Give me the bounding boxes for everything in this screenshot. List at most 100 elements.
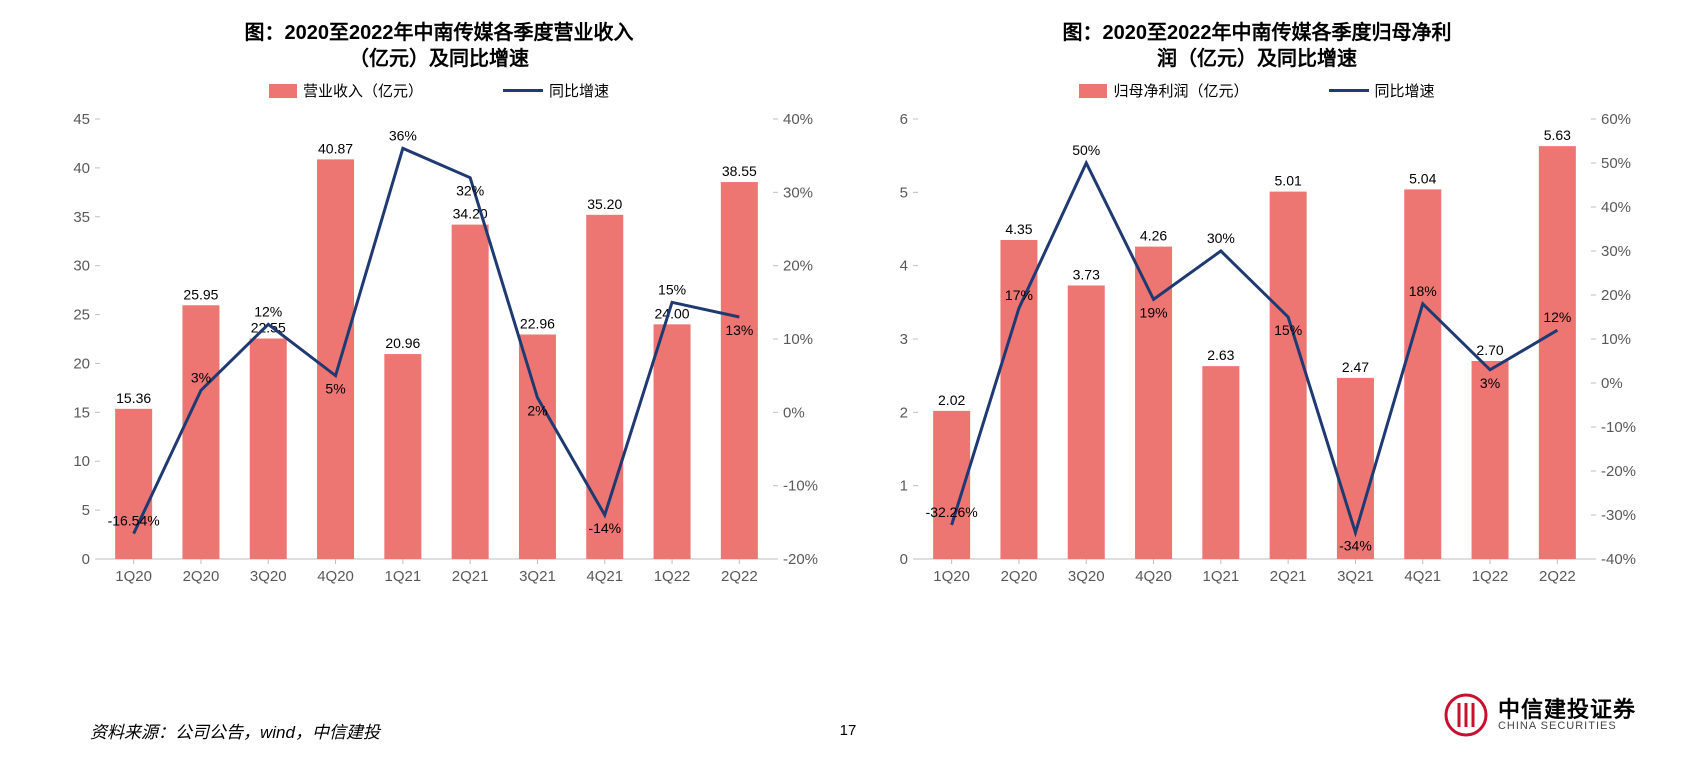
svg-text:2%: 2% — [527, 403, 547, 419]
svg-text:10: 10 — [73, 453, 90, 470]
bar — [1404, 189, 1441, 559]
svg-text:24.00: 24.00 — [655, 305, 690, 321]
left-title-line2: （亿元）及同比增速 — [50, 46, 828, 72]
left-title-line1: 图：2020至2022年中南传媒各季度营业收入 — [50, 20, 828, 46]
bar — [654, 324, 691, 559]
svg-text:40%: 40% — [783, 111, 813, 128]
svg-text:35.20: 35.20 — [587, 196, 622, 212]
svg-text:3: 3 — [900, 331, 908, 348]
svg-text:3Q21: 3Q21 — [1337, 568, 1374, 585]
svg-text:0: 0 — [900, 551, 908, 568]
svg-text:1Q20: 1Q20 — [933, 568, 970, 585]
line-series — [952, 163, 1558, 533]
svg-text:4: 4 — [900, 258, 908, 275]
svg-text:4.35: 4.35 — [1005, 221, 1032, 237]
bar — [182, 305, 219, 559]
bar-swatch-icon — [269, 84, 297, 98]
bar-swatch-icon — [1079, 84, 1107, 98]
svg-text:17%: 17% — [1005, 287, 1033, 303]
svg-text:3%: 3% — [191, 369, 211, 385]
left-plot: 051015202530354045-20%-10%0%10%20%30%40%… — [50, 109, 828, 599]
svg-text:2Q21: 2Q21 — [452, 568, 489, 585]
svg-text:-20%: -20% — [783, 551, 818, 568]
source-footer: 资料来源：公司公告，wind，中信建投 — [90, 718, 380, 743]
svg-text:4Q21: 4Q21 — [586, 568, 623, 585]
svg-text:1Q22: 1Q22 — [1472, 568, 1509, 585]
svg-text:19%: 19% — [1140, 304, 1168, 320]
bar — [1539, 146, 1576, 559]
svg-text:45: 45 — [73, 111, 90, 128]
bar — [250, 339, 287, 559]
left-title: 图：2020至2022年中南传媒各季度营业收入 （亿元）及同比增速 — [50, 20, 828, 72]
svg-text:60%: 60% — [1601, 111, 1631, 128]
svg-text:20: 20 — [73, 355, 90, 372]
svg-text:3Q21: 3Q21 — [519, 568, 556, 585]
svg-text:30%: 30% — [783, 184, 813, 201]
svg-text:20%: 20% — [1601, 287, 1631, 304]
svg-text:-40%: -40% — [1601, 551, 1636, 568]
bar — [1270, 192, 1307, 559]
svg-text:-20%: -20% — [1601, 463, 1636, 480]
svg-text:36%: 36% — [389, 127, 417, 143]
svg-text:2Q22: 2Q22 — [1539, 568, 1576, 585]
svg-text:5.04: 5.04 — [1409, 170, 1436, 186]
bar — [1202, 366, 1239, 559]
right-plot: 0123456-40%-30%-20%-10%0%10%20%30%40%50%… — [868, 109, 1646, 599]
svg-text:-34%: -34% — [1339, 538, 1372, 554]
right-legend-bar-label: 归母净利润（亿元） — [1113, 80, 1248, 101]
svg-text:10%: 10% — [1601, 331, 1631, 348]
svg-text:6: 6 — [900, 111, 908, 128]
svg-text:1: 1 — [900, 478, 908, 495]
svg-text:4.26: 4.26 — [1140, 228, 1167, 244]
svg-text:25: 25 — [73, 307, 90, 324]
svg-text:40%: 40% — [1601, 199, 1631, 216]
left-legend-bar-label: 营业收入（亿元） — [303, 80, 423, 101]
svg-text:2.70: 2.70 — [1476, 342, 1503, 358]
svg-text:30%: 30% — [1601, 243, 1631, 260]
logo-en: CHINA SECURITIES — [1498, 721, 1636, 733]
bar — [384, 354, 421, 559]
svg-text:13%: 13% — [725, 322, 753, 338]
svg-text:3.73: 3.73 — [1073, 266, 1100, 282]
svg-text:0%: 0% — [1601, 375, 1623, 392]
bar — [721, 182, 758, 559]
svg-text:-10%: -10% — [1601, 419, 1636, 436]
svg-text:4Q21: 4Q21 — [1404, 568, 1441, 585]
svg-text:5.01: 5.01 — [1275, 173, 1302, 189]
bar — [1135, 247, 1172, 559]
brand-logo: 中信建投证券 CHINA SECURITIES — [1444, 693, 1636, 737]
line-series — [134, 148, 740, 533]
svg-text:30%: 30% — [1207, 230, 1235, 246]
svg-text:50%: 50% — [1072, 142, 1100, 158]
right-legend-bar: 归母净利润（亿元） — [1079, 80, 1248, 101]
bar — [452, 225, 489, 559]
right-legend: 归母净利润（亿元） 同比增速 — [868, 80, 1646, 101]
left-chart: 图：2020至2022年中南传媒各季度营业收入 （亿元）及同比增速 营业收入（亿… — [50, 20, 828, 599]
svg-text:32%: 32% — [456, 183, 484, 199]
svg-text:4Q20: 4Q20 — [317, 568, 354, 585]
svg-text:-32.26%: -32.26% — [926, 504, 978, 520]
line-swatch-icon — [503, 89, 543, 92]
right-chart: 图：2020至2022年中南传媒各季度归母净利 润（亿元）及同比增速 归母净利润… — [868, 20, 1646, 599]
logo-cn: 中信建投证券 — [1498, 698, 1636, 721]
svg-text:15%: 15% — [658, 281, 686, 297]
svg-text:2Q20: 2Q20 — [183, 568, 220, 585]
svg-text:10%: 10% — [783, 331, 813, 348]
svg-text:2.63: 2.63 — [1207, 347, 1234, 363]
svg-text:1Q21: 1Q21 — [1202, 568, 1239, 585]
svg-text:1Q22: 1Q22 — [654, 568, 691, 585]
slide-page: { "pageNumber": "17", "source": "资料来源：公司… — [0, 0, 1696, 761]
svg-text:3%: 3% — [1480, 375, 1500, 391]
svg-text:50%: 50% — [1601, 155, 1631, 172]
right-title-line1: 图：2020至2022年中南传媒各季度归母净利 — [868, 20, 1646, 46]
right-legend-line: 同比增速 — [1329, 80, 1435, 101]
charts-container: 图：2020至2022年中南传媒各季度营业收入 （亿元）及同比增速 营业收入（亿… — [0, 0, 1696, 599]
svg-text:2.47: 2.47 — [1342, 359, 1369, 375]
svg-text:35: 35 — [73, 209, 90, 226]
svg-text:20%: 20% — [783, 258, 813, 275]
bar — [1068, 285, 1105, 559]
svg-text:38.55: 38.55 — [722, 163, 757, 179]
left-legend-bar: 营业收入（亿元） — [269, 80, 423, 101]
svg-text:40: 40 — [73, 160, 90, 177]
svg-text:-10%: -10% — [783, 478, 818, 495]
